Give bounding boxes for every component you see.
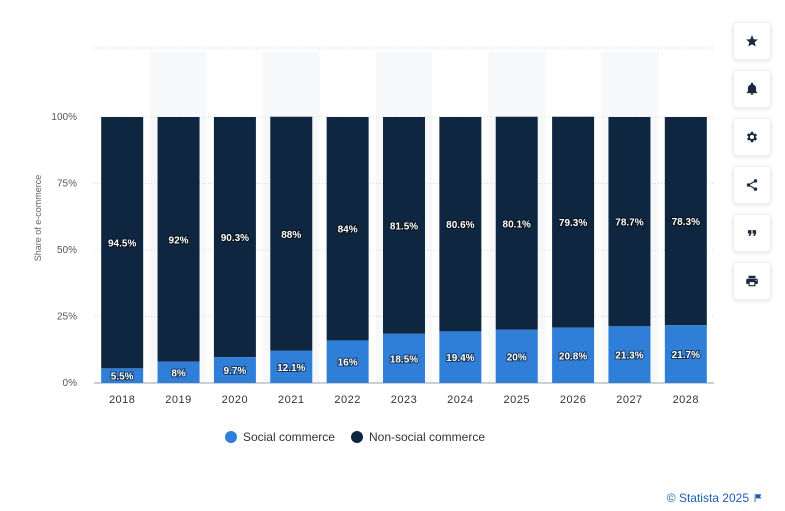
data-label-social-2025: 20% <box>507 352 527 363</box>
data-label-nonsocial-2018: 94.5% <box>108 239 136 250</box>
bar-nonsocial-2019[interactable] <box>157 117 200 362</box>
bar-nonsocial-2022[interactable] <box>326 117 369 341</box>
data-label-social-2020: 9.7% <box>224 366 247 377</box>
notification-button[interactable] <box>733 70 771 108</box>
bar-nonsocial-2021[interactable] <box>270 116 313 351</box>
x-tick-label: 2027 <box>616 394 642 406</box>
share-button[interactable] <box>733 166 771 204</box>
legend-dot-nonsocial <box>350 431 363 443</box>
data-label-nonsocial-2028: 78.3% <box>672 217 700 228</box>
gear-icon <box>746 131 758 143</box>
data-label-nonsocial-2026: 79.3% <box>559 218 587 229</box>
chart: 94.5% 5.5% 92% 8% 90.3% 9.7% 88% 12.1% 84% 16% 81.… <box>33 47 714 406</box>
bar-nonsocial-2024[interactable] <box>439 117 482 332</box>
x-tick-label: 2019 <box>165 394 191 406</box>
bar-nonsocial-2018[interactable] <box>101 117 144 369</box>
legend-dot-social <box>224 431 237 443</box>
x-tick-label: 2018 <box>109 394 135 406</box>
x-tick-label: 2021 <box>278 394 304 406</box>
bar-nonsocial-2026[interactable] <box>552 116 595 328</box>
bar-social-2028[interactable] <box>664 325 707 383</box>
x-tick-label: 2023 <box>391 394 417 406</box>
bar-nonsocial-2025[interactable] <box>495 116 538 330</box>
x-tick-label: 2028 <box>673 394 699 406</box>
bar-social-2023[interactable] <box>383 333 425 383</box>
bell-icon <box>746 82 758 95</box>
legend-item-nonsocial[interactable]: Non-social commerce <box>350 430 486 444</box>
x-tick-label: 2025 <box>503 394 529 406</box>
data-label-social-2028: 21.7% <box>672 350 700 361</box>
data-label-nonsocial-2027: 78.7% <box>615 218 643 229</box>
data-label-social-2019: 8% <box>171 368 186 379</box>
y-axis-title: Share of e-commerce <box>33 175 43 262</box>
settings-button[interactable] <box>733 118 771 156</box>
bars: 94.5% 5.5% 92% 8% 90.3% 9.7% 88% 12.1% 84% 16% 81.… <box>101 116 707 384</box>
legend: Social commerce Non-social commerce <box>0 430 710 444</box>
bar-social-2027[interactable] <box>608 326 651 383</box>
bar-social-2019[interactable] <box>157 361 200 383</box>
bar-nonsocial-2023[interactable] <box>383 117 425 334</box>
data-label-social-2021: 12.1% <box>277 363 305 374</box>
bar-social-2020[interactable] <box>213 357 256 383</box>
bar-social-2018[interactable] <box>101 368 144 383</box>
print-icon <box>746 275 758 287</box>
statista-credit[interactable]: © Statista 2025 <box>667 491 763 505</box>
y-tick-label: 75% <box>57 179 77 190</box>
data-label-nonsocial-2020: 90.3% <box>221 233 249 244</box>
data-label-social-2022: 16% <box>338 358 358 369</box>
data-label-social-2027: 21.3% <box>615 351 643 362</box>
data-label-nonsocial-2022: 84% <box>338 225 358 236</box>
x-tick-label: 2024 <box>447 394 473 406</box>
y-tick-label: 100% <box>51 112 77 123</box>
side-toolbar <box>733 22 771 310</box>
y-axis: 0% 25% 50% 75% 100% <box>51 112 77 389</box>
bar-nonsocial-2027[interactable] <box>608 117 651 327</box>
y-tick-label: 0% <box>63 378 78 389</box>
bar-social-2026[interactable] <box>552 327 595 383</box>
data-label-nonsocial-2025: 80.1% <box>503 219 531 230</box>
share-icon <box>746 179 758 191</box>
y-tick-label: 25% <box>57 312 77 323</box>
legend-item-social[interactable]: Social commerce <box>224 430 335 444</box>
legend-label-nonsocial: Non-social commerce <box>368 430 486 444</box>
data-label-nonsocial-2024: 80.6% <box>446 220 474 231</box>
bar-social-2024[interactable] <box>439 331 482 383</box>
cite-button[interactable] <box>733 214 771 252</box>
data-label-social-2024: 19.4% <box>446 353 474 364</box>
print-button[interactable] <box>733 262 771 300</box>
quote-icon <box>747 230 757 236</box>
bar-social-2025[interactable] <box>495 329 538 383</box>
favorite-button[interactable] <box>733 22 771 60</box>
data-label-nonsocial-2023: 81.5% <box>390 221 418 232</box>
bar-nonsocial-2028[interactable] <box>664 117 707 326</box>
y-tick-label: 50% <box>57 245 77 256</box>
x-tick-label: 2020 <box>222 394 248 406</box>
flag-icon <box>754 493 762 503</box>
bar-nonsocial-2020[interactable] <box>213 117 256 358</box>
legend-label-social: Social commerce <box>242 430 335 444</box>
x-tick-label: 2022 <box>334 394 360 406</box>
x-axis: 2018 2019 2020 2021 2022 2023 2024 2025 2026 2027… <box>109 394 699 406</box>
data-label-nonsocial-2021: 88% <box>281 230 301 241</box>
data-label-social-2026: 20.8% <box>559 351 587 362</box>
data-label-social-2023: 18.5% <box>390 354 418 365</box>
bar-social-2021[interactable] <box>270 350 313 383</box>
x-tick-label: 2026 <box>560 394 586 406</box>
bar-social-2022[interactable] <box>326 340 369 383</box>
credit-text: © Statista 2025 <box>666 491 749 505</box>
data-label-nonsocial-2019: 92% <box>169 235 189 246</box>
data-label-social-2018: 5.5% <box>111 372 134 383</box>
star-icon <box>746 35 758 47</box>
